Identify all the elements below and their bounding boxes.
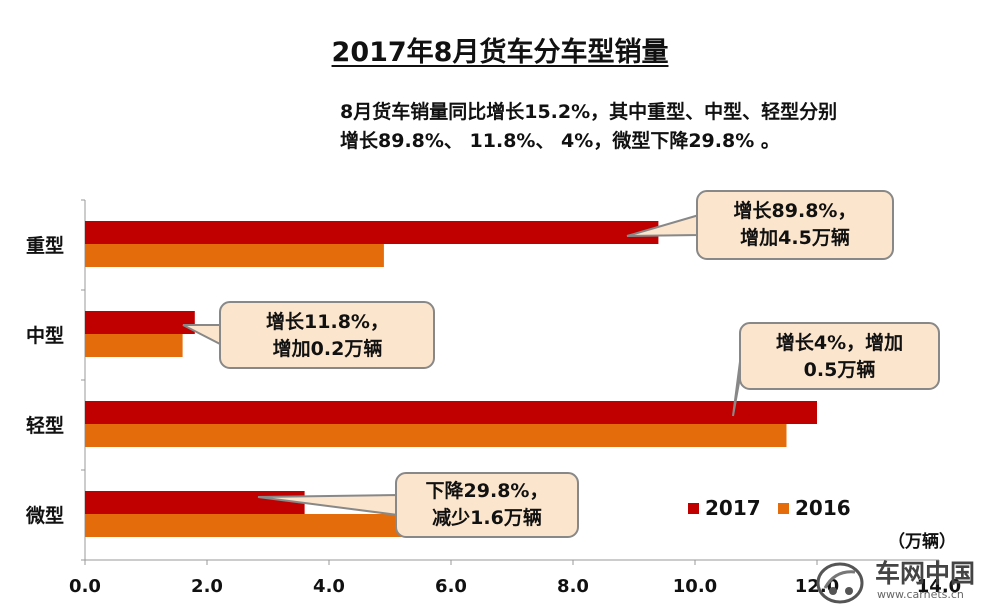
annotation-heavy-line-1: 增长89.8%， (733, 200, 857, 222)
y-category-label: 微型 (25, 504, 64, 527)
callout-box-0 (696, 190, 894, 260)
legend-swatch-2016 (778, 502, 789, 514)
car-logo-icon (816, 562, 864, 604)
callout-pointer-1 (182, 324, 223, 347)
y-category-label: 中型 (26, 324, 64, 347)
callout-box-2 (739, 322, 940, 390)
bar-2017-3 (85, 491, 305, 514)
bar-2016-1 (85, 334, 183, 357)
x-tick-label: 6.0 (435, 576, 467, 597)
annotation-micro: 下降29.8%， 减少1.6万辆 (398, 478, 576, 532)
bar-2017-0 (85, 221, 659, 244)
annotation-medium-line-2: 增加0.2万辆 (272, 338, 383, 360)
x-tick-label: 4.0 (313, 576, 345, 597)
subtitle-line-1: 8月货车销量同比增长15.2%，其中重型、中型、轻型分别 (340, 101, 838, 123)
callout-box-3 (395, 472, 579, 538)
annotation-heavy: 增长89.8%， 增加4.5万辆 (700, 198, 890, 252)
chart-title: 2017年8月货车分车型销量 (331, 37, 669, 68)
y-category-label: 重型 (26, 234, 64, 257)
legend-item-2016: 2016 (778, 496, 851, 520)
subtitle-line-2: 增长89.8%、 11.8%、 4%，微型下降29.8% 。 (340, 130, 780, 152)
bar-2016-0 (85, 244, 384, 267)
callout-box-1 (219, 301, 435, 369)
legend-label-2017: 2017 (705, 496, 761, 520)
x-tick-label: 2.0 (191, 576, 223, 597)
x-tick-label: 8.0 (557, 576, 589, 597)
callout-seam-1 (221, 324, 229, 346)
x-tick-label: 14.0 (917, 576, 961, 597)
bar-2016-2 (85, 424, 787, 447)
y-category-label: 轻型 (26, 414, 64, 437)
annotation-heavy-line-2: 增加4.5万辆 (740, 227, 850, 249)
callout-seam-3 (397, 494, 405, 516)
watermark-url: www.carnets.cn (877, 588, 964, 601)
watermark-text: 车网中国 (875, 559, 976, 588)
annotation-medium-line-1: 增长11.8%， (266, 311, 389, 333)
annotation-medium: 增长11.8%， 增加0.2万辆 (225, 309, 430, 363)
annotation-light: 增长4%，增加 0.5万辆 (742, 330, 937, 384)
chart-subtitle: 8月货车销量同比增长15.2%，其中重型、中型、轻型分别 增长89.8%、 11… (340, 98, 990, 156)
legend-item-2017: 2017 (688, 496, 761, 520)
bar-2016-3 (85, 514, 403, 537)
annotation-light-line-1: 增长4%，增加 (775, 332, 904, 354)
legend-swatch-2017 (688, 502, 699, 514)
unit-label: （万辆） (888, 532, 956, 552)
annotation-micro-line-2: 减少1.6万辆 (432, 507, 542, 529)
annotation-micro-line-1: 下降29.8%， (425, 480, 549, 502)
x-tick-label: 0.0 (69, 576, 101, 597)
legend-label-2016: 2016 (795, 496, 851, 520)
callout-seam-0 (698, 214, 706, 236)
watermark: 车网中国 www.carnets.cn (815, 552, 1000, 609)
x-tick-label: 10.0 (673, 576, 717, 597)
bar-2017-2 (85, 401, 817, 424)
bar-2017-1 (85, 311, 195, 334)
annotation-light-line-2: 0.5万辆 (803, 359, 876, 381)
callout-seam-2 (741, 345, 749, 367)
